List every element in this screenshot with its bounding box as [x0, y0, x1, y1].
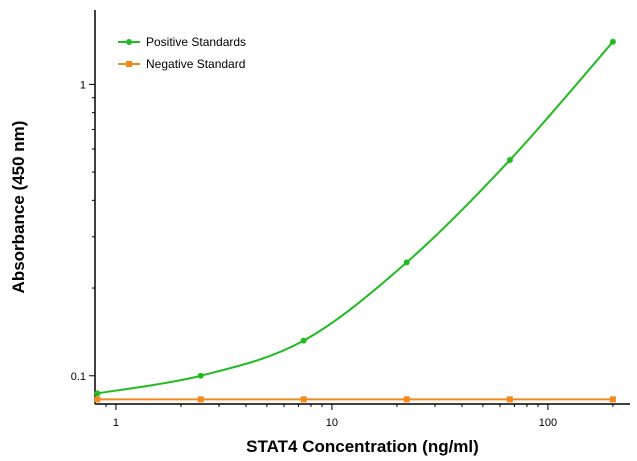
y-tick-label: 1 — [80, 79, 86, 91]
x-tick-label: 100 — [539, 417, 557, 429]
ticks: 1 10 100 0.1 1 — [71, 79, 614, 429]
data-point-negative-standard — [609, 396, 616, 403]
data-point-negative-standard — [94, 396, 101, 403]
data-point-negative-standard — [506, 396, 513, 403]
axes — [94, 10, 630, 405]
data-point-positive-standards — [609, 38, 616, 45]
legend-label-negative-standard: Negative Standard — [146, 57, 245, 71]
series-negative-standard — [94, 396, 616, 403]
data-point-negative-standard — [403, 396, 410, 403]
legend-label-positive-standards: Positive Standards — [146, 35, 246, 49]
y-tick-label: 0.1 — [71, 371, 86, 383]
x-tick-label: 10 — [326, 417, 338, 429]
series-positive-standards — [94, 38, 616, 397]
data-point-positive-standards — [94, 390, 101, 397]
y-axis-title: Absorbance (450 nm) — [9, 121, 28, 294]
data-point-negative-standard — [197, 396, 204, 403]
legend-item-negative-standard: Negative Standard — [118, 57, 245, 71]
legend-marker-negative-standard — [126, 61, 132, 67]
data-point-positive-standards — [300, 337, 307, 344]
data-point-positive-standards — [506, 157, 513, 164]
legend-item-positive-standards: Positive Standards — [118, 35, 246, 49]
data-point-positive-standards — [197, 372, 204, 379]
x-tick-label: 1 — [113, 417, 119, 429]
data-point-negative-standard — [300, 396, 307, 403]
series-line-positive-standards — [97, 41, 614, 395]
data-point-positive-standards — [403, 259, 410, 266]
series — [94, 38, 616, 403]
x-axis-title: STAT4 Concentration (ng/ml) — [246, 437, 479, 456]
legend-marker-positive-standards — [126, 39, 132, 45]
legend: Positive Standards Negative Standard — [118, 35, 246, 71]
